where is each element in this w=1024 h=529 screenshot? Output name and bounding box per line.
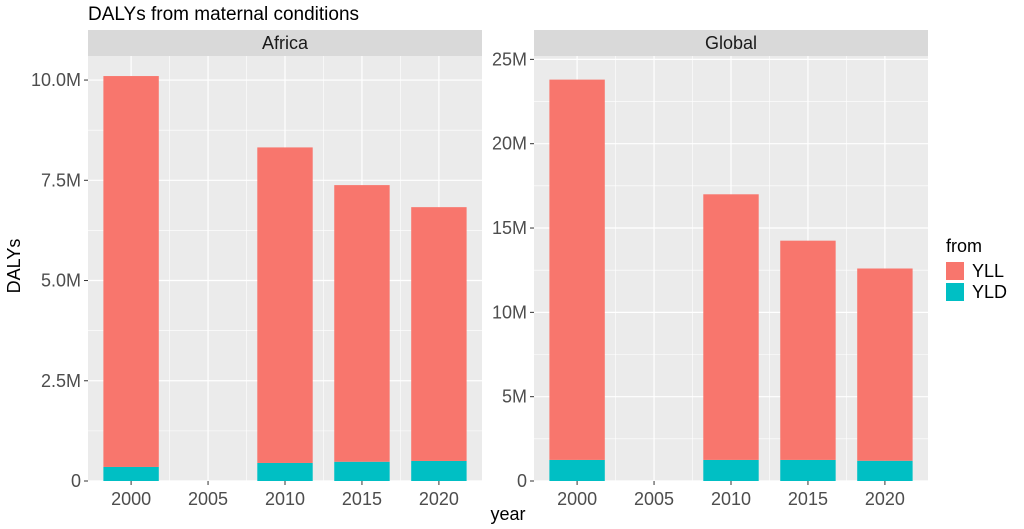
x-tick-label: 2000 (557, 489, 597, 509)
y-tick-label: 2.5M (41, 371, 81, 391)
panel-strip (534, 30, 928, 56)
legend-title: from (946, 236, 982, 256)
x-tick-label: 2020 (865, 489, 905, 509)
y-tick-label: 5M (502, 387, 527, 407)
y-tick-label: 25M (492, 49, 527, 69)
chart-title: DALYs from maternal conditions (88, 4, 359, 25)
x-tick-label: 2015 (788, 489, 828, 509)
bar-yld-2010 (257, 462, 313, 481)
panel-africa: Africa 0 2.5M 5.0M 7.5M 10.0M 2000 2005 2010 2015… (31, 30, 482, 509)
y-tick-label: 10.0M (31, 70, 81, 90)
panel-strip-label: Africa (262, 33, 309, 53)
legend-label-yld: YLD (972, 282, 1007, 302)
x-tick-label: 2000 (111, 489, 151, 509)
y-tick-label: 5.0M (41, 271, 81, 291)
bar-yld-2020 (411, 460, 467, 481)
y-tick-label: 10M (492, 302, 527, 322)
panel-strip-label: Global (705, 33, 757, 53)
panel-strip (88, 30, 482, 56)
bar-yll-2000 (549, 79, 605, 460)
bar-yll-2010 (703, 194, 759, 460)
x-tick-label: 2010 (711, 489, 751, 509)
x-axis-title: year (490, 504, 525, 524)
x-tick-label: 2005 (634, 489, 674, 509)
bar-yll-2000 (103, 76, 159, 467)
legend-key-yld (946, 283, 964, 301)
bar-yll-2015 (780, 240, 836, 460)
x-tick-label: 2015 (342, 489, 382, 509)
bar-yld-2000 (549, 459, 605, 481)
bar-yll-2020 (411, 207, 467, 461)
legend-key-yll (946, 262, 964, 280)
bar-yll-2010 (257, 147, 313, 463)
y-axis-title: DALYs (4, 239, 24, 294)
y-tick-label: 15M (492, 218, 527, 238)
bar-yld-2015 (780, 459, 836, 481)
y-tick-label: 7.5M (41, 170, 81, 190)
bar-yld-2020 (857, 460, 913, 481)
bar-yll-2020 (857, 268, 913, 461)
bar-yld-2000 (103, 466, 159, 481)
panels-layer: Africa 0 2.5M 5.0M 7.5M 10.0M 2000 2005 2010 2015… (31, 30, 928, 509)
x-tick-label: 2010 (265, 489, 305, 509)
legend-label-yll: YLL (972, 261, 1004, 281)
x-tick-label: 2020 (419, 489, 459, 509)
x-tick-label: 2005 (188, 489, 228, 509)
y-tick-label: 0 (517, 471, 527, 491)
y-tick-label: 20M (492, 134, 527, 154)
panel-global: Global 0 5M 10M 15M 20M 25M 2000 2005 2010 2015 202… (492, 30, 928, 509)
bar-yll-2015 (334, 185, 390, 462)
y-tick-label: 0 (71, 471, 81, 491)
bar-yld-2010 (703, 459, 759, 481)
bar-yld-2015 (334, 461, 390, 481)
